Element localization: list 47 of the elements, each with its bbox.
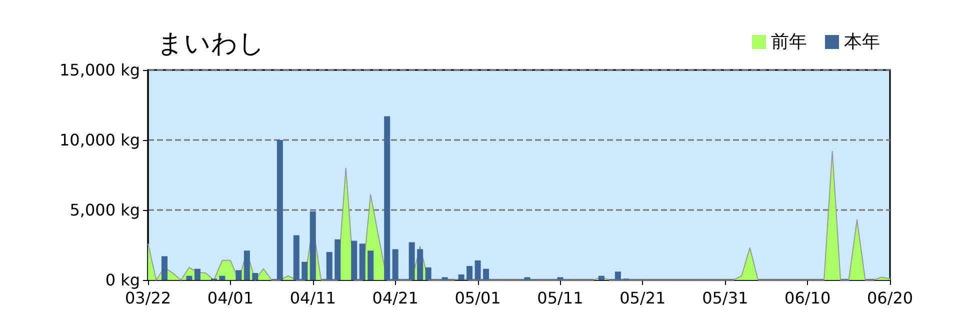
bar xyxy=(614,272,621,280)
bar xyxy=(276,140,283,280)
legend-label: 本年 xyxy=(844,32,880,52)
bar xyxy=(161,256,168,280)
bar xyxy=(219,276,226,280)
bar xyxy=(458,274,464,280)
y-tick-label: 0 kg xyxy=(105,270,140,290)
bar xyxy=(474,260,481,280)
chart-title: まいわし xyxy=(157,29,265,59)
x-tick-label: 04/21 xyxy=(372,288,418,308)
x-tick-label: 04/01 xyxy=(207,288,254,308)
bar xyxy=(392,249,398,280)
bar xyxy=(598,276,604,280)
bar xyxy=(442,277,448,280)
bar xyxy=(334,239,341,280)
x-tick-label: 04/11 xyxy=(290,288,336,308)
x-tick-label: 05/11 xyxy=(537,288,584,308)
bar xyxy=(524,277,530,280)
bar xyxy=(466,266,473,280)
bar xyxy=(293,235,300,280)
bar xyxy=(359,244,366,280)
x-tick-label: 06/20 xyxy=(866,288,914,308)
bar xyxy=(310,211,316,280)
bar xyxy=(351,240,358,280)
bar xyxy=(252,273,258,280)
bar xyxy=(557,277,564,280)
y-tick-label: 10,000 kg xyxy=(60,130,140,150)
bar xyxy=(236,270,242,280)
bar xyxy=(302,262,308,280)
bar xyxy=(326,252,332,280)
bar xyxy=(483,268,490,280)
legend-label: 前年 xyxy=(771,32,807,52)
x-tick-label: 05/01 xyxy=(454,288,501,308)
y-tick-label: 15,000 kg xyxy=(60,60,140,80)
x-tick-label: 05/21 xyxy=(620,288,666,308)
bar xyxy=(186,276,192,280)
bar xyxy=(417,249,424,280)
y-tick-label: 5,000 kg xyxy=(70,200,140,220)
bar xyxy=(384,116,390,280)
bar xyxy=(408,242,415,280)
bar xyxy=(194,268,200,280)
x-tick-label: 05/31 xyxy=(702,288,748,308)
bar xyxy=(244,250,250,280)
x-tick-label: 06/10 xyxy=(784,288,831,308)
bar xyxy=(368,250,374,280)
x-tick-label: 03/22 xyxy=(124,288,172,308)
bar xyxy=(425,267,432,280)
